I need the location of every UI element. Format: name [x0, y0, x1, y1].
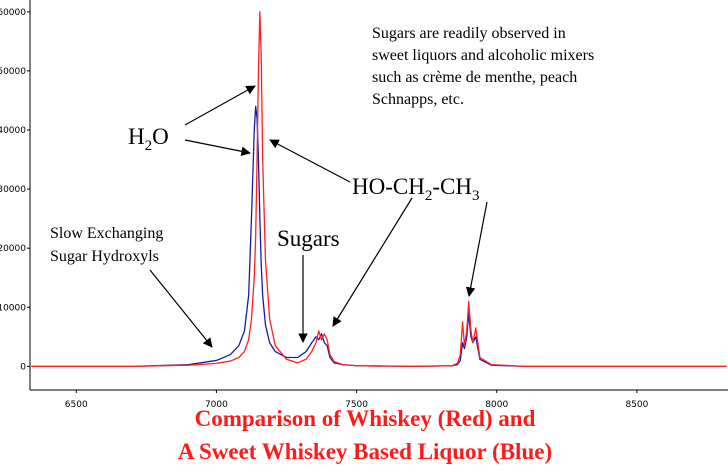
x-tick-label: 8500: [625, 400, 648, 410]
annotation-part: 3: [472, 188, 480, 204]
annotation: Sugar Hydroxyls: [50, 248, 159, 265]
annotation: Schnapps, etc.: [372, 91, 464, 108]
annotation: HO-CH2-CH3: [352, 174, 479, 204]
arrows: [149, 85, 488, 348]
arrow: [149, 269, 213, 348]
chart-title: Comparison of Whiskey (Red) and: [195, 406, 536, 431]
spectrum-line: [31, 11, 727, 368]
arrow: [269, 139, 351, 183]
y-tick-label: 50000: [0, 67, 26, 77]
annotation: sweet liquors and alcoholic mixers: [372, 47, 594, 64]
annotation-part: 2: [425, 188, 433, 204]
arrow: [465, 201, 488, 297]
annotation-part: 2: [145, 138, 153, 154]
arrow: [184, 139, 251, 157]
y-tick-label: 10000: [0, 303, 26, 313]
arrow: [184, 85, 256, 126]
y-tick-label: 30000: [0, 185, 26, 195]
y-tick-label: 0: [20, 362, 26, 372]
x-tick-label: 8000: [485, 400, 508, 410]
arrow: [332, 197, 413, 327]
y-tick-label: 20000: [0, 244, 26, 254]
annotation-part: HO-CH: [352, 174, 425, 199]
annotation: such as crème de menthe, peach: [372, 69, 577, 86]
annotation-part: -CH: [432, 174, 472, 199]
y-tick-label: 60000: [0, 8, 26, 18]
annotation-part: O: [152, 124, 169, 149]
y-tick-label: 40000: [0, 126, 26, 136]
annotation-part: H: [128, 124, 145, 149]
annotation: Slow Exchanging: [50, 225, 163, 242]
annotation: Sugars: [277, 226, 340, 251]
x-tick-label: 7000: [205, 400, 228, 410]
x-tick-label: 7500: [345, 400, 368, 410]
x-tick-label: 6500: [65, 400, 88, 410]
annotation: Sugars are readily observed in: [372, 25, 566, 42]
chart-title: A Sweet Whiskey Based Liquor (Blue): [178, 439, 552, 464]
annotation: H2O: [128, 124, 169, 154]
